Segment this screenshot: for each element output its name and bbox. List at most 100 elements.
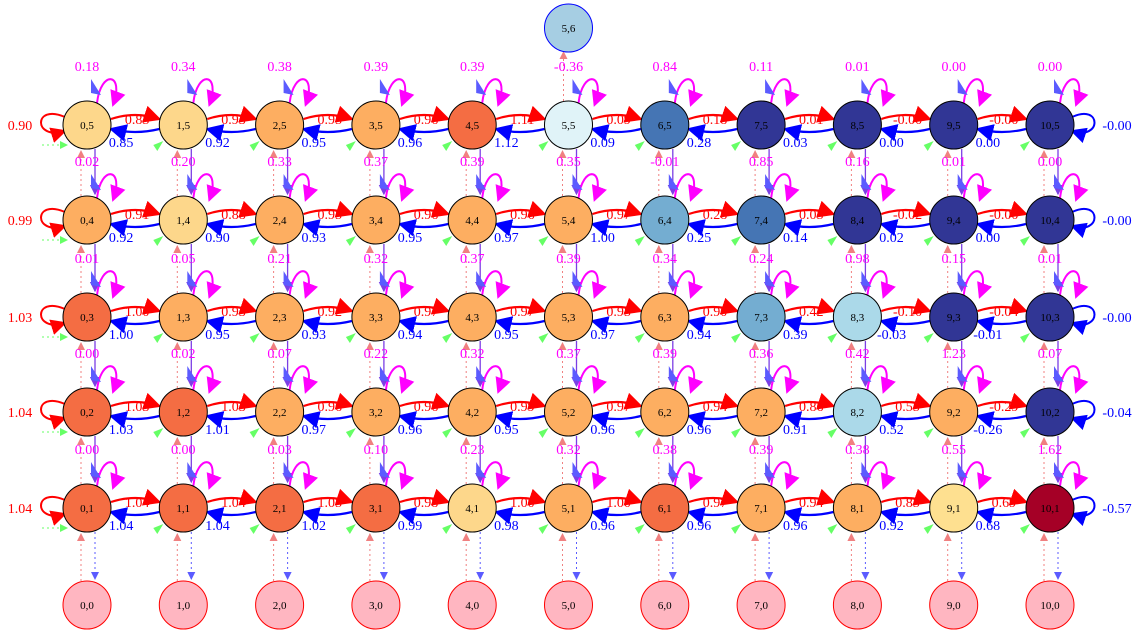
edge-left — [397, 124, 449, 142]
edge-left-label: 0.96 — [687, 519, 712, 534]
node-circle — [832, 195, 882, 245]
green-arrowhead — [249, 236, 260, 246]
edge-left-label: 0.93 — [302, 231, 327, 246]
blue-arrowhead — [91, 366, 101, 382]
edge-up-label: 0.01 — [1038, 252, 1063, 267]
edge-up-label: 0.01 — [941, 155, 966, 170]
node-label: 10,2 — [1040, 407, 1059, 419]
edge-right-label: 0.85 — [895, 496, 920, 511]
edge-up-label: 0.39 — [556, 252, 581, 267]
edge-right-label: 0.94 — [703, 400, 728, 415]
edge-right-label: 0.85 — [125, 113, 150, 128]
node-circle — [1025, 483, 1075, 533]
edge-up-label: 0.35 — [556, 155, 581, 170]
edge-right — [592, 392, 643, 410]
node-circle — [447, 483, 497, 533]
edge-right — [784, 392, 836, 410]
node-circle — [255, 483, 305, 533]
node: 9,2 — [929, 387, 979, 437]
node: 4,4 — [447, 195, 497, 245]
node: 10,3 — [1025, 292, 1075, 342]
node: 0,2 — [62, 387, 112, 437]
node-circle — [832, 387, 882, 437]
self-loop-top — [962, 461, 993, 490]
edge-right — [206, 488, 258, 506]
edge-right-label: -0.04 — [989, 305, 1018, 320]
self-loop-top — [770, 365, 800, 394]
green-arrowhead — [249, 141, 260, 151]
node: 9,3 — [929, 292, 979, 342]
node-circle — [736, 195, 786, 245]
edge-left-label: 0.25 — [687, 231, 712, 246]
node-circle — [351, 100, 401, 150]
node: 6,0 — [640, 580, 690, 630]
blue-arrowhead — [861, 174, 872, 190]
blue-arrowhead — [187, 366, 198, 382]
green-arrowhead — [1020, 428, 1030, 438]
edge-right — [784, 105, 836, 123]
green-arrowhead — [731, 428, 742, 438]
self-loop-top — [192, 461, 222, 490]
node-label: 7,4 — [754, 215, 768, 227]
edge-right-label: 1.04 — [125, 496, 150, 511]
node-label: 5,6 — [562, 23, 576, 35]
node: 3,4 — [351, 195, 401, 245]
edge-up-label: -0.36 — [554, 60, 583, 75]
self-loop-top — [192, 270, 222, 299]
node-circle — [640, 195, 690, 245]
self-loop-right — [1070, 495, 1096, 527]
node: 5,1 — [544, 483, 593, 533]
node-circle — [544, 3, 593, 53]
edge-left — [879, 124, 930, 142]
edge-left-label: 0.91 — [783, 423, 808, 438]
edge-right — [303, 105, 354, 123]
green-arrowhead — [249, 428, 260, 438]
edge-up-label: 0.20 — [171, 155, 196, 170]
edge-left — [301, 316, 353, 334]
edge-right — [592, 105, 643, 123]
edge-right — [881, 200, 932, 218]
green-arrowhead — [827, 524, 838, 534]
edge-up-label: 0.22 — [364, 347, 389, 362]
edge-up-label: 0.98 — [845, 252, 870, 267]
node-circle — [447, 580, 497, 630]
node-label: 4,1 — [465, 503, 479, 515]
node-label: 5,1 — [562, 503, 576, 515]
self-loop-top — [384, 173, 415, 202]
node-circle — [158, 483, 208, 533]
edge-right — [977, 297, 1029, 315]
self-loop-top — [192, 173, 222, 202]
self-loop-right — [1070, 304, 1096, 336]
green-arrowhead — [923, 524, 934, 534]
edge-right — [977, 200, 1029, 218]
edge-left-label: 1.00 — [109, 328, 134, 343]
node-circle — [1025, 292, 1075, 342]
node-circle — [1025, 100, 1075, 150]
node-circle — [158, 100, 208, 150]
edge-left-label: -0.01 — [973, 328, 1002, 343]
self-loop-top — [770, 173, 800, 202]
self-loop-top — [962, 365, 993, 394]
node: 6,2 — [640, 387, 690, 437]
node-circle — [351, 195, 401, 245]
blue-arrowhead — [668, 174, 679, 190]
node-circle — [255, 195, 305, 245]
green-arrowhead — [827, 236, 838, 246]
edge-right — [303, 200, 354, 218]
node: 7,4 — [736, 195, 786, 245]
node: 2,5 — [255, 100, 305, 150]
node-label: 4,3 — [465, 312, 479, 324]
node: 7,3 — [736, 292, 786, 342]
green-arrowhead — [827, 428, 838, 438]
self-loop-top — [866, 270, 896, 299]
green-arrowhead — [442, 524, 453, 534]
node-circle — [640, 100, 690, 150]
node: 8,3 — [832, 292, 882, 342]
edge-up-label: 0.07 — [1038, 347, 1063, 362]
edge-right — [977, 105, 1029, 123]
self-loop-top — [288, 365, 318, 394]
node-circle — [351, 387, 401, 437]
edge-left — [686, 316, 738, 334]
self-loop-top — [1059, 461, 1089, 490]
edge-left — [397, 316, 449, 334]
